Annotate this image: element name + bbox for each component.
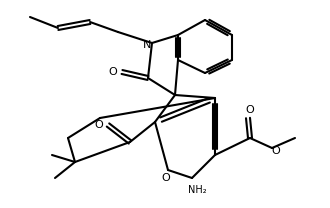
Text: O: O — [162, 173, 170, 183]
Text: O: O — [272, 146, 280, 156]
Text: O: O — [246, 105, 254, 115]
Text: O: O — [109, 67, 117, 77]
Text: O: O — [95, 120, 103, 130]
Text: N: N — [143, 40, 151, 50]
Text: NH₂: NH₂ — [188, 185, 206, 195]
